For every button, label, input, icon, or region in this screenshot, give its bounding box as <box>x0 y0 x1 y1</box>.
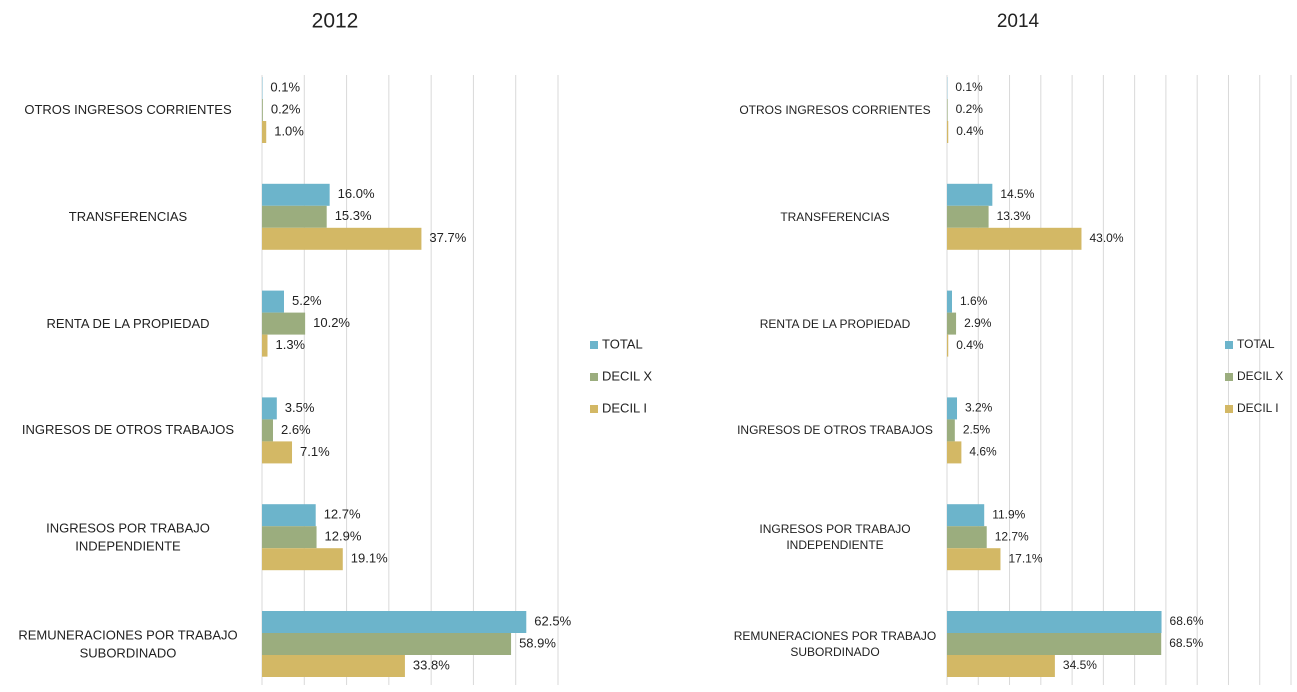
legend-label: DECIL X <box>1237 369 1283 383</box>
category-label: REMUNERACIONES POR TRABAJO SUBORDINADO <box>733 628 937 659</box>
bar <box>947 183 993 206</box>
bar <box>947 205 989 228</box>
value-label: 1.6% <box>960 294 988 308</box>
value-label: 68.5% <box>1169 636 1203 650</box>
value-label: 7.1% <box>300 444 330 459</box>
value-label: 12.7% <box>324 507 361 522</box>
value-label: 4.6% <box>969 445 997 459</box>
legend-label: DECIL I <box>602 400 647 415</box>
value-label: 5.2% <box>292 293 322 308</box>
bar <box>947 397 958 420</box>
bar <box>947 633 1162 655</box>
bar <box>947 312 957 335</box>
category-label: OTROS INGRESOS CORRIENTES <box>24 102 232 118</box>
category-label: OTROS INGRESOS CORRIENTES <box>739 102 931 117</box>
category-label: TRANSFERENCIAS <box>68 209 188 225</box>
legend-swatch <box>590 373 598 381</box>
bar <box>947 334 949 357</box>
category-label: RENTA DE LA PROPIEDAD <box>759 316 911 331</box>
value-label: 37.7% <box>429 230 466 245</box>
bar <box>947 99 948 121</box>
bar <box>262 526 317 549</box>
value-label: 2.6% <box>281 422 311 437</box>
value-label: 1.0% <box>274 123 304 138</box>
legend-swatch <box>590 341 598 349</box>
value-label: 1.3% <box>275 337 305 352</box>
value-label: 0.2% <box>956 102 984 116</box>
value-label: 3.5% <box>285 400 315 415</box>
bar <box>947 504 985 527</box>
legend-swatch <box>590 405 598 413</box>
category-label: REMUNERACIONES POR TRABAJO SUBORDINADO <box>18 627 238 660</box>
value-label: 15.3% <box>335 208 372 223</box>
category-label: TRANSFERENCIAS <box>780 209 890 224</box>
bar <box>262 205 327 228</box>
category-label: RENTA DE LA PROPIEDAD <box>46 315 210 331</box>
value-label: 12.7% <box>995 529 1029 543</box>
category-label: INGRESOS DE OTROS TRABAJOS <box>21 422 235 438</box>
bar <box>262 441 293 464</box>
bar <box>947 227 1082 250</box>
bar <box>262 290 284 313</box>
value-label: 17.1% <box>1008 551 1042 565</box>
category-label: INGRESOS POR TRABAJO INDEPENDIENTE <box>46 520 210 554</box>
value-label: 0.4% <box>956 124 984 138</box>
bar <box>947 290 953 313</box>
value-label: 10.2% <box>313 315 350 330</box>
bar <box>947 548 1001 571</box>
value-label: 13.3% <box>997 209 1031 223</box>
bar <box>947 526 987 549</box>
bar <box>262 99 263 121</box>
legend-swatch <box>1225 341 1233 349</box>
bar <box>262 655 405 677</box>
bar <box>947 121 949 143</box>
value-label: 43.0% <box>1089 231 1123 245</box>
value-label: 0.1% <box>955 80 983 94</box>
value-label: 0.4% <box>956 338 984 352</box>
bar <box>947 655 1055 677</box>
legend-label: TOTAL <box>1237 337 1275 351</box>
bar <box>262 397 277 420</box>
bar <box>262 504 316 527</box>
value-label: 33.8% <box>413 657 450 672</box>
bar <box>262 633 512 655</box>
category-label: INGRESOS POR TRABAJO INDEPENDIENTE <box>759 522 911 553</box>
bar <box>262 121 267 143</box>
value-label: 0.1% <box>270 79 300 94</box>
legend-label: DECIL I <box>1237 401 1279 415</box>
bar <box>947 441 962 464</box>
value-label: 2.9% <box>964 316 992 330</box>
bar <box>262 419 273 442</box>
bar <box>262 227 422 250</box>
bar <box>262 312 306 335</box>
value-label: 12.9% <box>325 529 362 544</box>
bar <box>262 183 330 206</box>
bar <box>262 548 343 571</box>
bar <box>262 611 527 633</box>
value-label: 16.0% <box>338 186 375 201</box>
value-label: 34.5% <box>1063 658 1097 672</box>
value-label: 62.5% <box>534 613 571 628</box>
bar <box>947 611 1162 633</box>
value-label: 0.2% <box>271 101 301 116</box>
value-label: 3.2% <box>965 401 993 415</box>
bar <box>947 419 955 442</box>
value-label: 11.9% <box>992 507 1025 521</box>
value-label: 19.1% <box>351 551 388 566</box>
value-label: 14.5% <box>1000 187 1034 201</box>
chart-title: 2014 <box>997 11 1040 32</box>
legend-swatch <box>1225 405 1233 413</box>
category-label: INGRESOS DE OTROS TRABAJOS <box>737 423 933 438</box>
value-label: 2.5% <box>963 423 991 437</box>
legend-label: DECIL X <box>602 368 652 383</box>
bar <box>262 334 268 357</box>
chart-title: 2012 <box>312 10 359 33</box>
value-label: 68.6% <box>1170 614 1204 628</box>
legend-label: TOTAL <box>602 336 643 351</box>
legend-swatch <box>1225 373 1233 381</box>
value-label: 58.9% <box>519 635 556 650</box>
